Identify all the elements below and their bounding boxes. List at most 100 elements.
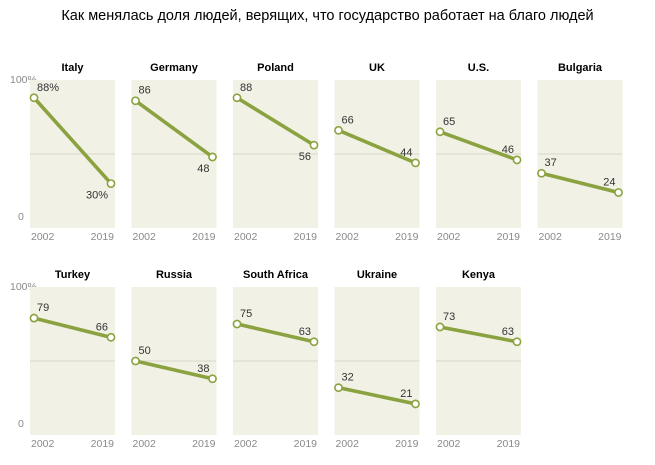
panel-kenya: Kenya 73 63 2002 2019 <box>435 269 522 450</box>
data-label-2019: 46 <box>502 144 514 156</box>
data-label-2002: 75 <box>240 308 252 320</box>
series-line <box>336 385 418 406</box>
chart-title: Как менялась доля людей, верящих, что го… <box>61 8 594 24</box>
data-label-2002: 73 <box>443 311 455 323</box>
data-point-2019 <box>106 179 116 188</box>
data-label-2002: 50 <box>139 345 151 357</box>
x-tick-label-2002: 2002 <box>133 438 157 450</box>
x-tick-label-2019: 2019 <box>192 231 216 243</box>
panel-title: Germany <box>150 62 199 74</box>
data-point-2019 <box>208 152 217 162</box>
series-line <box>438 325 519 344</box>
x-tick-label-2002: 2002 <box>234 231 258 243</box>
panel-russia: Russia 50 38 2002 2019 <box>131 269 217 450</box>
panel-title: UK <box>369 62 385 74</box>
x-tick-label-2019: 2019 <box>497 231 521 243</box>
panel-title: Italy <box>61 62 84 74</box>
data-point-2019 <box>208 374 217 384</box>
x-tick-label-2019: 2019 <box>192 438 216 450</box>
series-line <box>235 322 316 344</box>
data-label-2002: 86 <box>139 85 151 97</box>
panel-germany: Germany 86 48 2002 2019 <box>131 62 217 243</box>
x-tick-label-2019: 2019 <box>91 438 115 450</box>
data-point-2019 <box>309 140 319 150</box>
panel-title: Russia <box>156 269 193 281</box>
x-tick-label-2019: 2019 <box>294 231 318 243</box>
panel-title: Ukraine <box>357 269 397 281</box>
data-point-2002 <box>29 93 39 103</box>
series-line <box>32 95 113 186</box>
x-tick-label-2002: 2002 <box>336 231 360 243</box>
data-label-2002: 32 <box>342 372 354 384</box>
data-point-2019 <box>512 337 522 347</box>
data-point-2019 <box>411 399 420 409</box>
panel-poland: Poland 88 56 2002 2019 <box>232 62 319 243</box>
data-point-2002 <box>334 383 343 393</box>
panel-title: Turkey <box>55 269 91 281</box>
x-tick-label-2002: 2002 <box>437 231 461 243</box>
data-label-2002: 88% <box>37 82 59 94</box>
data-label-2002: 37 <box>545 157 557 169</box>
data-label-2019: 24 <box>603 176 615 188</box>
data-label-2019: 48 <box>197 163 209 175</box>
data-point-2002 <box>131 96 140 106</box>
panel-u-s-: U.S. 65 46 2002 2019 <box>435 62 522 243</box>
data-point-2019 <box>106 332 116 342</box>
data-label-2002: 66 <box>342 114 354 126</box>
data-point-2002 <box>29 313 39 323</box>
x-tick-label-2019: 2019 <box>395 231 419 243</box>
series-line <box>133 98 215 159</box>
series-line <box>438 130 519 162</box>
data-point-2002 <box>334 125 343 135</box>
x-tick-label-2019: 2019 <box>294 438 318 450</box>
data-point-2002 <box>232 93 242 103</box>
data-point-2019 <box>411 158 420 168</box>
data-point-2002 <box>537 168 546 178</box>
x-tick-label-2019: 2019 <box>598 231 622 243</box>
panel-turkey: Turkey 79 66 2002 2019 <box>29 269 116 450</box>
panel-title: Poland <box>257 62 294 74</box>
panel-title: U.S. <box>468 62 489 74</box>
data-label-2002: 88 <box>240 82 252 94</box>
panel-title: Kenya <box>462 269 496 281</box>
x-tick-label-2019: 2019 <box>497 438 521 450</box>
x-tick-label-2002: 2002 <box>336 438 360 450</box>
y-tick-label-zero: 0 <box>18 418 24 430</box>
x-tick-label-2002: 2002 <box>31 438 55 450</box>
series-line <box>539 171 621 195</box>
panel-south-africa: South Africa 75 63 2002 2019 <box>232 269 319 450</box>
series-line <box>235 95 316 147</box>
data-point-2002 <box>435 127 445 137</box>
data-point-2019 <box>309 337 319 347</box>
x-tick-label-2019: 2019 <box>91 231 115 243</box>
data-label-2019: 63 <box>502 326 514 338</box>
panel-ukraine: Ukraine 32 21 2002 2019 <box>334 269 420 450</box>
data-point-2002 <box>131 356 140 366</box>
data-label-2002: 79 <box>37 302 49 314</box>
series-line <box>336 128 418 165</box>
x-tick-label-2002: 2002 <box>539 231 563 243</box>
data-point-2019 <box>614 188 623 197</box>
panel-bulgaria: Bulgaria 37 24 2002 2019 <box>537 62 623 243</box>
panel-uk: UK 66 44 2002 2019 <box>334 62 420 243</box>
data-label-2019: 44 <box>400 147 412 159</box>
data-point-2002 <box>435 322 445 332</box>
data-label-2002: 65 <box>443 116 455 128</box>
x-tick-label-2002: 2002 <box>133 231 157 243</box>
data-label-2019: 30% <box>86 190 108 202</box>
data-point-2002 <box>232 319 242 329</box>
x-tick-label-2002: 2002 <box>31 231 55 243</box>
x-tick-label-2019: 2019 <box>395 438 419 450</box>
data-label-2019: 66 <box>96 321 108 333</box>
x-tick-label-2002: 2002 <box>437 438 461 450</box>
data-label-2019: 63 <box>299 326 311 338</box>
y-tick-label-zero: 0 <box>18 211 24 223</box>
panel-title: Bulgaria <box>558 62 603 74</box>
data-label-2019: 38 <box>197 363 209 375</box>
x-tick-label-2002: 2002 <box>234 438 258 450</box>
data-point-2019 <box>512 155 522 165</box>
data-label-2019: 56 <box>299 151 311 163</box>
series-line <box>32 316 113 340</box>
